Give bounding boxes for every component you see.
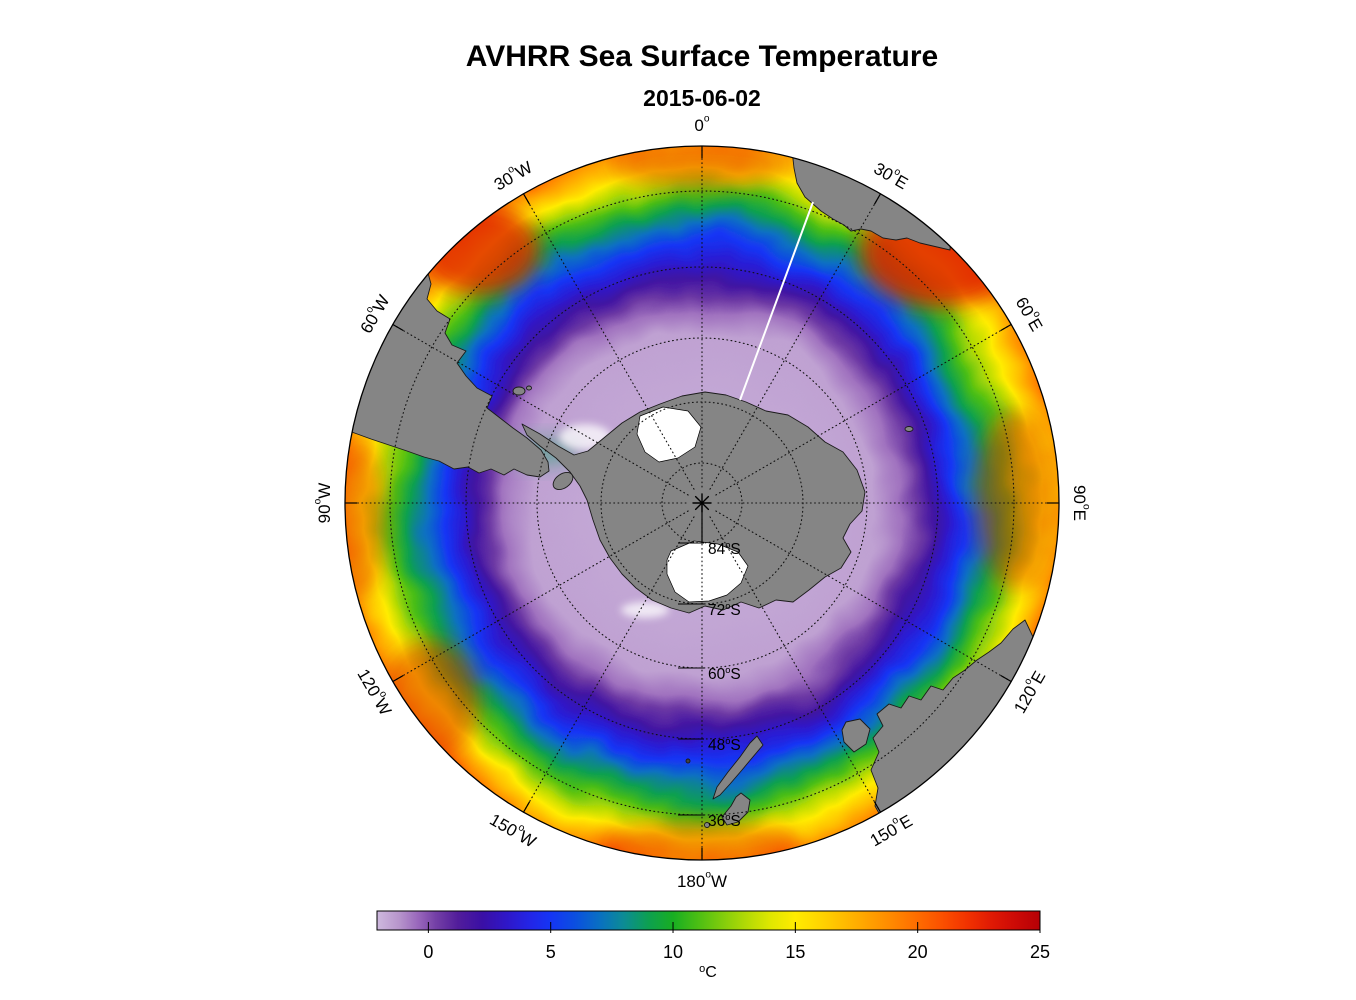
ross-ice-shelf	[666, 540, 749, 603]
rim-tick	[522, 801, 531, 813]
meridian-label: 90oE	[1071, 485, 1092, 521]
island-dot	[685, 758, 691, 764]
meridian-label: 30oW	[489, 155, 535, 194]
colorbar-tick-label: 0	[423, 942, 433, 962]
rim-tick	[873, 801, 882, 813]
rim-tick	[522, 193, 531, 205]
parallel-label: 84oS	[708, 540, 741, 558]
colorbar-unit-label: oC	[699, 963, 717, 981]
rim-ticks	[345, 146, 1059, 860]
parallel-circle	[389, 190, 1015, 816]
south-pole-marker	[692, 493, 712, 513]
island-falkland-east	[526, 385, 532, 391]
meridian-label: 0o	[694, 113, 709, 134]
colorbar-tick-label: 20	[908, 942, 928, 962]
parallel-circle	[536, 337, 868, 669]
meridian-label: 90oW	[312, 483, 333, 524]
island-kerguelen	[904, 426, 914, 432]
colorbar: 0 5 10 15 20 25 oC	[376, 910, 1050, 981]
warm-anomaly-patch	[380, 640, 480, 760]
ronne-ice-shelf	[636, 406, 702, 463]
land-new-zealand-south	[712, 735, 764, 800]
warm-anomaly-patch	[345, 440, 385, 600]
chart-date: 2015-06-02	[643, 85, 761, 111]
meridian-label: 60oE	[1012, 292, 1049, 334]
island-falkland	[512, 386, 526, 396]
warm-anomaly-patch	[600, 822, 800, 860]
land-tasmania	[841, 718, 871, 753]
parallel-labels: 84oS 72oS 60oS 48oS 36oS	[678, 503, 741, 830]
parallel-label: 48oS	[708, 736, 741, 754]
rim-tick	[1000, 323, 1012, 332]
parallel-label: 60oS	[708, 665, 741, 683]
ice-shelf-layer	[636, 406, 749, 603]
meridian-labels: 0o30oE60oE90oE120oE150oE180oW150oW120oW9…	[312, 113, 1092, 890]
sea-ice-patch	[621, 602, 669, 618]
colorbar-tick-label: 5	[546, 942, 556, 962]
warm-anomaly-patch	[420, 205, 540, 295]
parallel-label: 36oS	[708, 812, 741, 830]
colorbar-tick-label: 15	[785, 942, 805, 962]
missing-data-swath	[739, 201, 814, 401]
rim-tick	[392, 674, 404, 683]
chart-title: AVHRR Sea Surface Temperature	[465, 40, 939, 73]
colorbar-bar	[376, 910, 1041, 931]
island-alexander	[552, 472, 574, 490]
pole-marker-spoke	[694, 495, 710, 511]
colorbar-tick-label: 25	[1030, 942, 1050, 962]
warm-anomaly-patch	[610, 146, 790, 187]
land-new-zealand-north	[721, 792, 751, 826]
rim-tick	[1000, 674, 1012, 683]
meridian-label: 180oW	[677, 869, 727, 890]
meridian-label: 60oW	[354, 290, 393, 336]
rim-tick	[392, 323, 404, 332]
rim-tick	[873, 193, 882, 205]
meridian-label: 30oE	[871, 156, 913, 193]
colorbar-tick-label: 10	[663, 942, 683, 962]
parallel-label: 72oS	[708, 601, 741, 619]
island-stewart	[704, 822, 710, 828]
warm-anomaly-patch	[975, 410, 1055, 590]
